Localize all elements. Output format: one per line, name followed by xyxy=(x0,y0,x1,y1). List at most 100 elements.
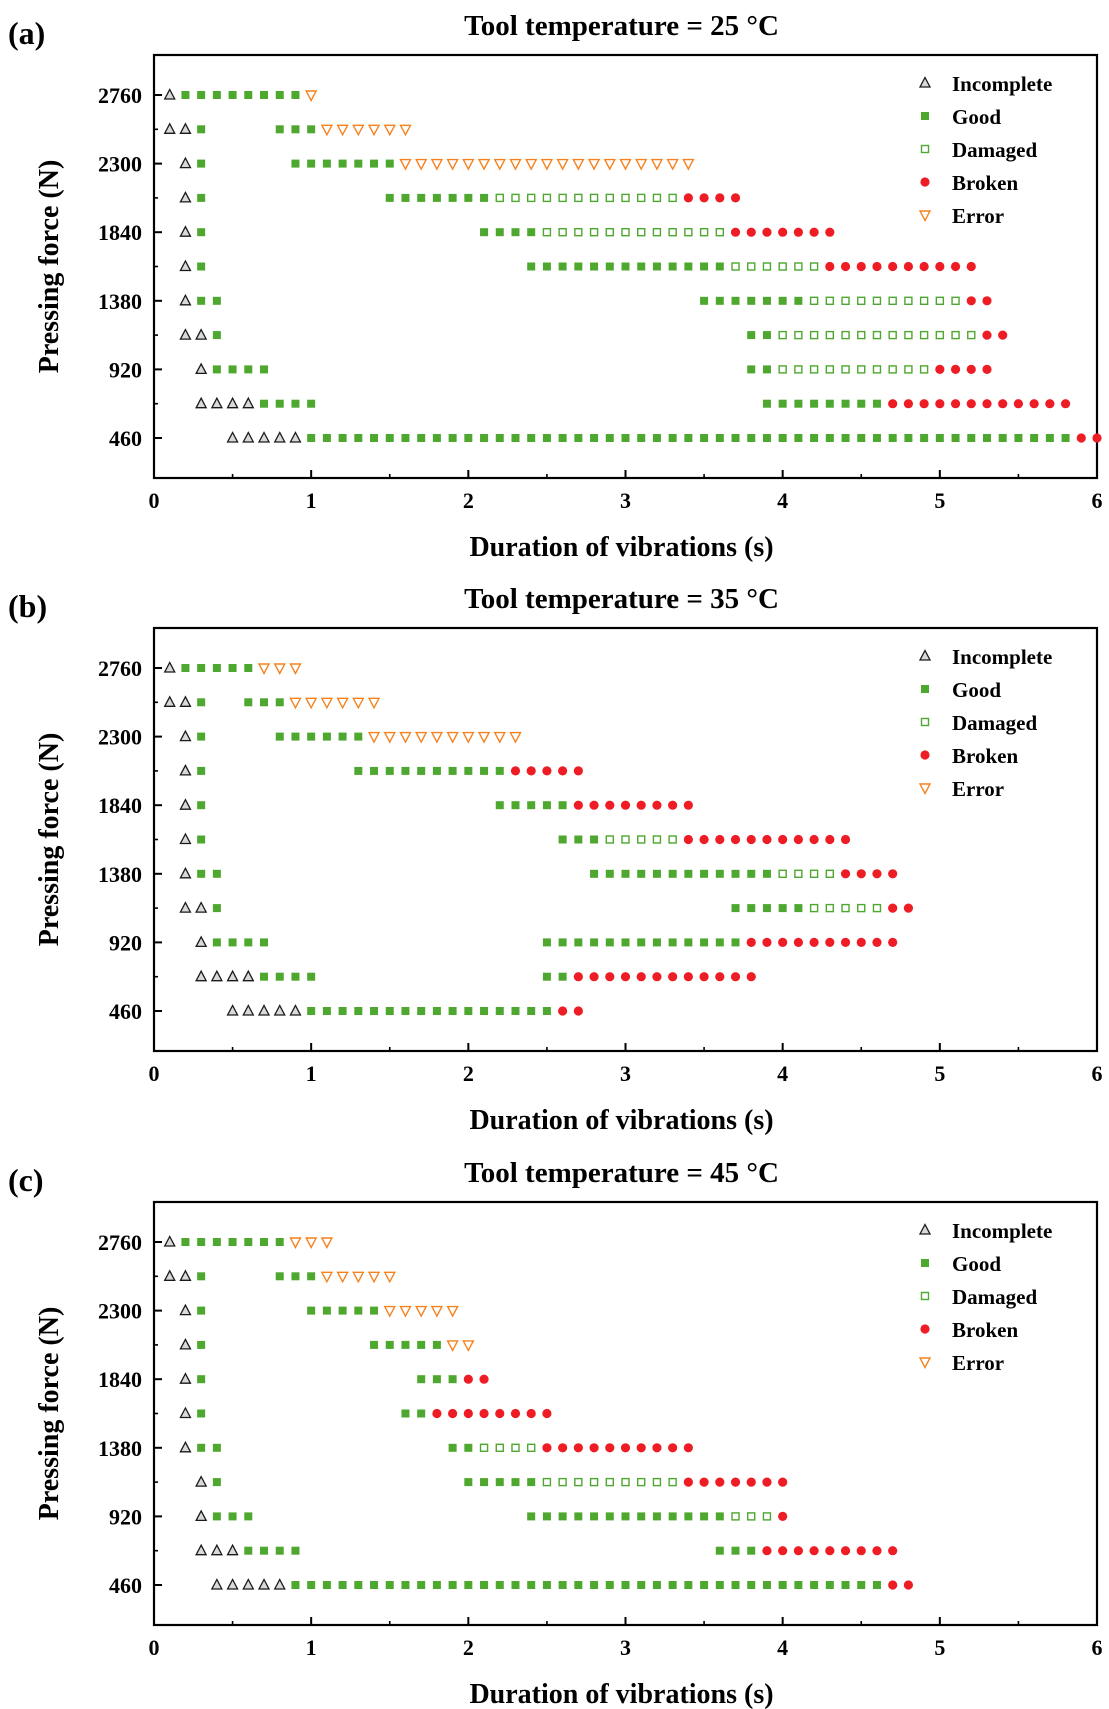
data-point-error xyxy=(682,158,695,171)
y-tick-label: 2760 xyxy=(98,656,142,681)
data-point-good xyxy=(197,1443,206,1452)
data-point-good xyxy=(542,434,551,442)
data-point-error xyxy=(320,697,334,710)
data-point-incomplete xyxy=(195,328,208,340)
data-point-good xyxy=(291,1581,300,1589)
data-point-broken xyxy=(730,972,741,982)
legend-marker-good xyxy=(921,1259,929,1267)
data-point-incomplete xyxy=(195,1543,208,1556)
data-point-damaged xyxy=(919,330,929,340)
data-point-incomplete xyxy=(195,935,208,948)
data-point-damaged xyxy=(888,296,897,305)
data-point-damaged xyxy=(668,835,677,844)
data-point-good xyxy=(527,1478,536,1487)
chart-panel-3: (c) Tool temperature = 45 °C 0 1 2 3 4 5 6 460 920… xyxy=(8,1157,1103,1709)
data-point-good xyxy=(747,1546,756,1555)
data-point-error xyxy=(320,1237,334,1250)
data-point-incomplete xyxy=(179,764,192,776)
data-point-error xyxy=(336,124,349,137)
data-point-good xyxy=(370,1581,379,1589)
data-point-good xyxy=(244,1238,253,1246)
x-tick-label: 4 xyxy=(777,488,788,513)
legend-marker-broken xyxy=(920,1324,930,1334)
data-point-good xyxy=(700,262,709,271)
data-point-incomplete xyxy=(242,1578,255,1590)
data-point-good xyxy=(558,835,567,844)
data-point-broken xyxy=(730,1477,741,1487)
data-point-broken xyxy=(888,869,898,879)
data-point-error xyxy=(399,1305,412,1318)
data-point-good xyxy=(590,1512,599,1521)
data-point-damaged xyxy=(951,330,960,340)
data-point-good xyxy=(480,434,489,442)
data-point-error xyxy=(430,1305,444,1318)
x-tick-label: 5 xyxy=(934,488,945,513)
data-point-error xyxy=(509,158,522,171)
data-point-broken xyxy=(998,399,1008,409)
data-point-good xyxy=(260,1546,269,1555)
data-point-broken xyxy=(982,330,992,340)
data-point-good xyxy=(417,1409,426,1418)
data-point-incomplete xyxy=(226,396,239,409)
data-point-damaged xyxy=(794,869,803,878)
data-point-damaged xyxy=(841,903,850,913)
data-point-good xyxy=(605,262,614,271)
data-point-good xyxy=(338,1581,347,1589)
x-tick-label: 4 xyxy=(777,1635,788,1660)
data-point-broken xyxy=(793,227,803,237)
data-point-damaged xyxy=(495,1443,504,1452)
data-point-good xyxy=(464,434,473,442)
data-point-broken xyxy=(762,834,772,845)
data-point-damaged xyxy=(589,1477,599,1487)
data-point-incomplete xyxy=(179,293,192,306)
data-point-damaged xyxy=(527,193,536,203)
data-point-good xyxy=(621,262,630,271)
data-point-good xyxy=(590,1581,599,1589)
data-point-broken xyxy=(778,1477,788,1487)
data-point-broken xyxy=(668,800,678,810)
data-point-good xyxy=(307,399,316,408)
data-point-broken xyxy=(840,869,851,879)
data-point-broken xyxy=(730,227,741,237)
data-point-good xyxy=(637,434,646,442)
data-point-good xyxy=(794,434,803,442)
data-point-incomplete xyxy=(163,695,176,707)
data-point-damaged xyxy=(699,227,709,237)
data-point-good xyxy=(731,1546,740,1555)
data-point-good xyxy=(574,262,583,271)
data-point-good xyxy=(464,766,473,775)
data-point-good xyxy=(558,801,567,810)
data-point-good xyxy=(385,159,394,168)
data-point-incomplete xyxy=(226,1004,239,1016)
data-point-good xyxy=(401,1581,410,1589)
y-tick-label: 2300 xyxy=(98,1299,142,1324)
data-point-good xyxy=(747,1581,756,1589)
y-tick-label: 1380 xyxy=(98,289,142,314)
data-point-incomplete xyxy=(289,1004,302,1016)
y-tick-label: 460 xyxy=(109,999,142,1024)
data-point-good xyxy=(212,1443,221,1452)
data-point-broken xyxy=(605,1443,615,1453)
data-point-good xyxy=(448,1443,457,1452)
data-point-damaged xyxy=(778,869,787,878)
data-point-damaged xyxy=(888,330,897,340)
data-point-damaged xyxy=(825,330,835,340)
data-point-error xyxy=(462,158,475,171)
data-point-damaged xyxy=(841,296,850,305)
data-point-damaged xyxy=(621,227,630,237)
data-point-good xyxy=(448,1375,457,1384)
chart-title: Tool temperature = 35 °C xyxy=(464,583,779,615)
data-point-damaged xyxy=(542,227,552,237)
data-point-damaged xyxy=(794,365,803,374)
data-point-good xyxy=(527,262,536,271)
data-point-damaged xyxy=(527,1443,536,1452)
data-point-incomplete xyxy=(195,969,208,982)
data-point-error xyxy=(415,1305,428,1318)
legend-marker-good xyxy=(921,112,929,120)
data-point-incomplete xyxy=(210,1543,223,1556)
data-point-good xyxy=(762,869,771,878)
data-point-broken xyxy=(683,1477,693,1487)
data-point-good xyxy=(621,869,630,878)
data-point-broken xyxy=(589,972,599,982)
data-point-good xyxy=(464,193,473,202)
